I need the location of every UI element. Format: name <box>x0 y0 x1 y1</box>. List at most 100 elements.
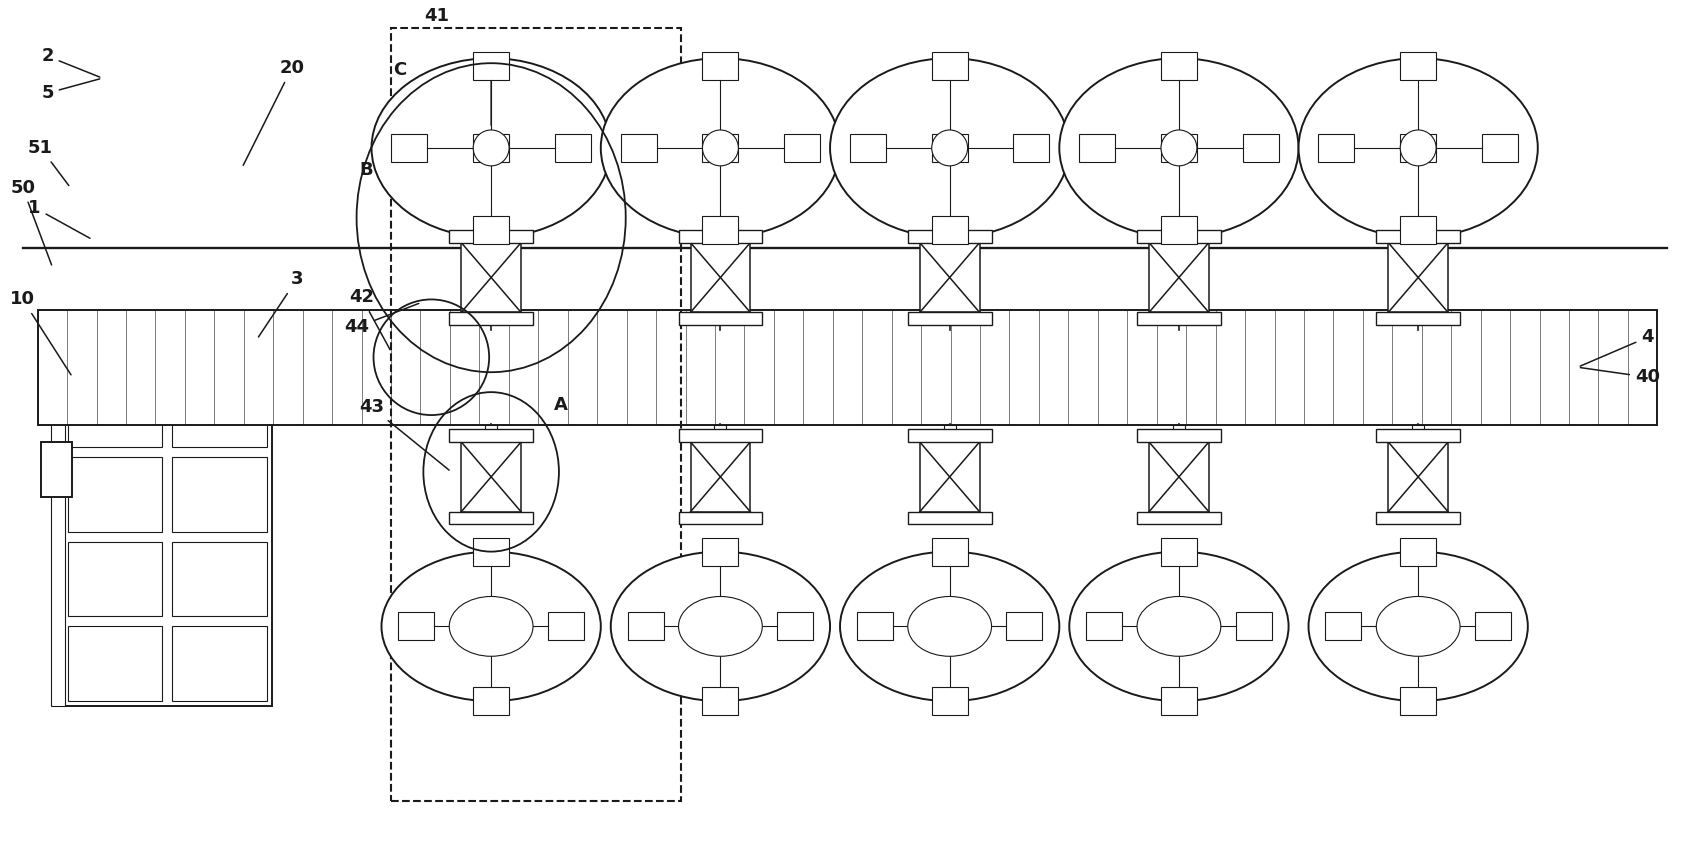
Bar <box>909 429 992 442</box>
Bar <box>909 512 992 525</box>
Bar <box>785 134 820 162</box>
Bar <box>1080 134 1115 162</box>
Bar <box>1376 230 1459 243</box>
Text: B: B <box>359 161 373 179</box>
Bar <box>1481 134 1517 162</box>
Bar <box>68 542 163 616</box>
Text: 40: 40 <box>1580 368 1659 386</box>
Bar <box>37 310 1658 425</box>
Bar <box>1161 52 1197 80</box>
Bar <box>1161 538 1197 565</box>
Text: 4: 4 <box>1580 329 1654 366</box>
Text: C: C <box>393 62 407 79</box>
Bar <box>1400 538 1436 565</box>
Bar <box>173 626 266 701</box>
Bar <box>678 512 763 525</box>
Ellipse shape <box>831 58 1070 238</box>
Ellipse shape <box>841 551 1059 701</box>
Bar <box>1161 688 1197 715</box>
Bar <box>1086 612 1122 641</box>
Ellipse shape <box>1309 551 1527 701</box>
Bar <box>858 612 893 641</box>
Text: 2: 2 <box>41 47 100 77</box>
Bar <box>554 134 592 162</box>
Bar <box>547 612 583 641</box>
Bar <box>461 243 520 312</box>
Bar <box>932 612 968 641</box>
Ellipse shape <box>678 596 763 656</box>
Bar <box>932 216 968 244</box>
Bar <box>1388 243 1448 312</box>
Bar <box>1137 312 1220 325</box>
Bar <box>1137 512 1220 525</box>
Bar <box>392 29 680 801</box>
Bar <box>714 425 727 436</box>
Bar <box>1173 425 1185 436</box>
Bar <box>627 612 663 641</box>
Text: A: A <box>554 396 568 414</box>
Circle shape <box>1400 130 1436 166</box>
Bar <box>1137 230 1220 243</box>
Bar <box>932 52 968 80</box>
Ellipse shape <box>1137 596 1220 656</box>
Bar <box>678 230 763 243</box>
Bar <box>1007 612 1042 641</box>
Bar <box>1400 216 1436 244</box>
Bar <box>473 134 508 162</box>
Bar <box>449 429 532 442</box>
Bar <box>473 216 508 244</box>
Bar <box>68 457 163 531</box>
Bar <box>944 298 956 310</box>
Bar <box>1149 243 1209 312</box>
Bar <box>1388 442 1448 512</box>
Bar <box>173 457 266 531</box>
Bar <box>1161 134 1197 162</box>
Bar <box>702 538 739 565</box>
Bar <box>909 312 992 325</box>
Bar <box>1149 442 1209 512</box>
Bar <box>485 425 497 436</box>
Bar <box>173 372 266 447</box>
Bar <box>461 442 520 512</box>
Ellipse shape <box>1298 58 1537 238</box>
Text: 44: 44 <box>344 303 419 336</box>
Text: 3: 3 <box>258 271 303 337</box>
Ellipse shape <box>600 58 841 238</box>
Bar <box>849 134 886 162</box>
Bar <box>1400 612 1436 641</box>
Bar <box>702 134 739 162</box>
Text: 50: 50 <box>10 179 51 265</box>
Bar <box>473 538 508 565</box>
Bar <box>932 688 968 715</box>
Bar <box>68 372 163 447</box>
Circle shape <box>932 130 968 166</box>
Text: 41: 41 <box>424 7 449 29</box>
Bar <box>58 321 286 362</box>
Ellipse shape <box>610 551 831 701</box>
Bar <box>1376 512 1459 525</box>
Bar <box>1161 612 1197 641</box>
Bar <box>1400 134 1436 162</box>
Bar <box>68 626 163 701</box>
Bar <box>920 243 980 312</box>
Ellipse shape <box>381 551 600 701</box>
Ellipse shape <box>449 596 532 656</box>
Bar <box>1376 312 1459 325</box>
Ellipse shape <box>371 58 610 238</box>
Bar <box>1236 612 1271 641</box>
Text: 51: 51 <box>29 139 69 186</box>
Bar <box>173 542 266 616</box>
Bar <box>51 345 64 706</box>
Bar <box>449 230 532 243</box>
Bar <box>1412 425 1424 436</box>
Ellipse shape <box>1070 551 1288 701</box>
Bar <box>678 429 763 442</box>
Bar <box>1161 216 1197 244</box>
Bar <box>1242 134 1278 162</box>
Bar <box>1137 429 1220 442</box>
Bar <box>620 134 656 162</box>
Bar <box>702 216 739 244</box>
Circle shape <box>473 130 508 166</box>
Bar <box>678 312 763 325</box>
Bar <box>1400 52 1436 80</box>
